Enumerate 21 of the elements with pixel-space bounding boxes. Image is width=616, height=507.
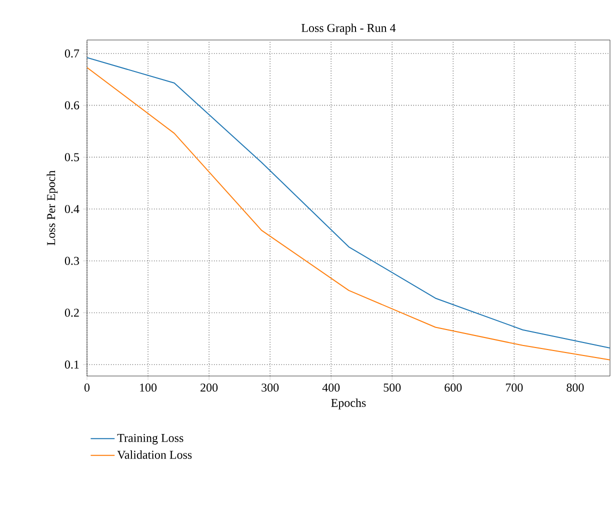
y-tick-label: 0.2 [64,308,79,317]
y-tick-label: 0.6 [64,101,80,110]
y-tick-label: 0.1 [64,360,79,369]
x-tick-label: 400 [322,384,340,392]
legend-label: Training Loss [117,434,184,444]
chart-title: Loss Graph - Run 4 [302,24,396,34]
x-tick-label: 100 [140,384,157,392]
y-tick-label: 0.4 [64,204,80,214]
x-tick-label: 600 [444,384,462,392]
x-tick-label: 700 [506,384,523,392]
x-tick-label: 500 [384,384,401,392]
y-tick-label: 0.3 [64,256,80,265]
legend-label: Validation Loss [117,450,192,459]
x-tick-label: 0 [84,384,90,392]
y-tick-label: 0.5 [64,153,80,162]
x-axis-title: Epochs [331,398,366,410]
x-tick-label: 200 [200,384,218,392]
x-tick-label: 300 [262,384,279,392]
y-axis-title: Loss Per Epoch [46,170,58,246]
x-tick-label: 800 [566,384,584,392]
y-tick-label: 0.7 [64,49,80,58]
